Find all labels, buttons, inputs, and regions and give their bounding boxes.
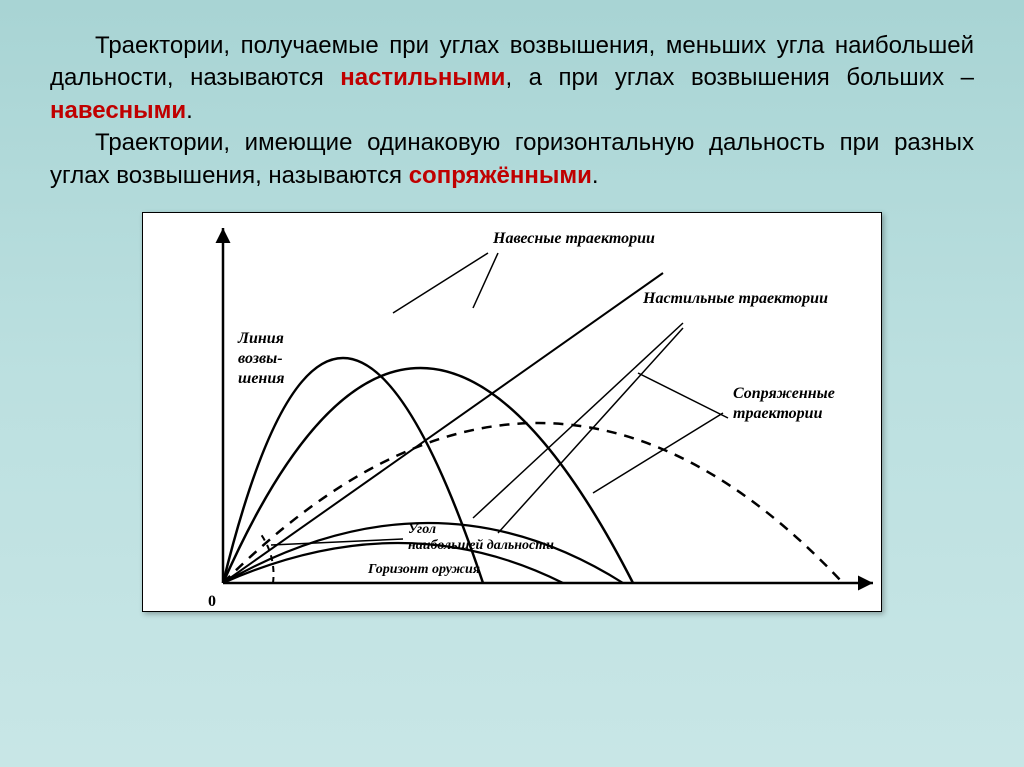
- para2-suffix: .: [592, 162, 599, 189]
- callout-sopryazh: [638, 373, 728, 418]
- para1-suffix: .: [186, 97, 193, 124]
- term-sopryazh: сопряжёнными: [409, 162, 592, 189]
- paragraph-1: Траектории, получаемые при углах возвыше…: [50, 30, 974, 127]
- label-liniya-1: Линия: [237, 330, 284, 347]
- trajectory-diagram: Навесные траектории Настильные траектори…: [142, 212, 882, 612]
- callout-sopryazh: [593, 413, 723, 493]
- trajectories-group: [223, 273, 843, 583]
- para1-middle: , а при углах возвышения больших –: [505, 64, 974, 91]
- label-ugol-2: наибольшей дальности: [408, 538, 554, 553]
- callout-navesnye: [473, 253, 498, 308]
- label-liniya-3: шения: [238, 370, 284, 387]
- label-sopryazh-1: Сопряженные: [733, 385, 835, 402]
- label-zero: 0: [208, 593, 216, 610]
- label-sopryazh-2: траектории: [733, 405, 823, 422]
- traj-max-dashed: [223, 423, 843, 583]
- text-block: Траектории, получаемые при углах возвыше…: [50, 30, 974, 192]
- diagram-svg: Навесные траектории Настильные траектори…: [143, 213, 883, 613]
- term-navesnymi: навесными: [50, 97, 186, 124]
- callout-nastilnye: [498, 328, 683, 533]
- label-ugol-1: Угол: [408, 522, 436, 537]
- label-nastilnye: Настильные траектории: [642, 290, 828, 307]
- label-liniya-2: возвы-: [238, 350, 283, 367]
- paragraph-2: Траектории, имеющие одинаковую горизонта…: [50, 127, 974, 192]
- label-gorizont: Горизонт оружия: [367, 562, 480, 577]
- label-navesnye: Навесные траектории: [492, 230, 655, 247]
- term-nastilnymi: настильными: [340, 64, 505, 91]
- callout-navesnye: [393, 253, 488, 313]
